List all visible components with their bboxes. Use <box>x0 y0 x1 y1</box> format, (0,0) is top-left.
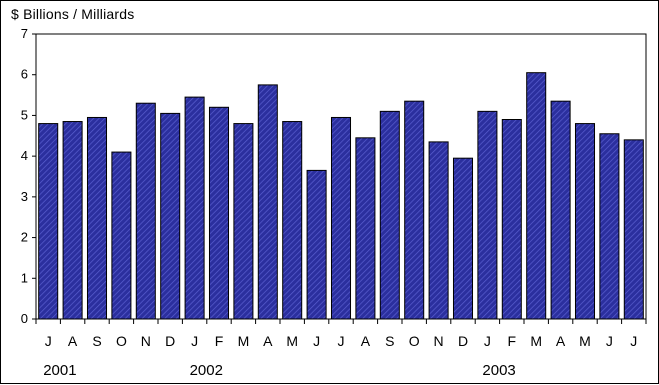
x-tick-label: J <box>191 333 198 349</box>
x-tick-label: J <box>630 333 637 349</box>
x-tick-label: J <box>338 333 345 349</box>
bar <box>62 121 83 320</box>
bar <box>550 100 571 320</box>
bar <box>282 121 303 320</box>
x-tick-label: S <box>385 333 394 349</box>
bar <box>184 96 205 320</box>
bar <box>86 116 108 320</box>
x-tick-label: D <box>165 333 175 349</box>
x-tick-label: F <box>215 333 224 349</box>
x-tick-label: M <box>238 333 250 349</box>
bar <box>208 106 230 320</box>
bar <box>599 133 620 320</box>
bar <box>330 116 352 320</box>
bar <box>38 123 59 320</box>
y-axis-unit-label: $ Billions / Milliards <box>11 6 135 22</box>
bar <box>526 72 547 320</box>
y-tick-label: 5 <box>21 107 28 122</box>
x-tick-label: O <box>116 333 127 349</box>
bar <box>135 102 156 320</box>
x-tick-label: A <box>68 333 78 349</box>
x-tick-label: N <box>434 333 444 349</box>
x-tick-label: F <box>508 333 517 349</box>
bar <box>306 169 327 320</box>
bar <box>574 123 596 320</box>
y-tick-label: 1 <box>21 270 28 285</box>
x-tick-label: J <box>45 333 52 349</box>
bar <box>623 139 644 320</box>
bar <box>428 141 449 320</box>
x-tick-label: M <box>579 333 591 349</box>
bar <box>160 112 181 320</box>
x-tick-label: M <box>530 333 542 349</box>
x-tick-label: J <box>606 333 613 349</box>
bar <box>111 151 132 320</box>
bar <box>452 157 474 320</box>
y-tick-label: 7 <box>21 26 28 41</box>
year-label: 2002 <box>190 362 223 379</box>
y-tick-label: 2 <box>21 230 28 245</box>
bar <box>233 123 254 320</box>
bar <box>404 100 425 320</box>
x-tick-label: A <box>263 333 273 349</box>
bar <box>379 110 400 320</box>
x-tick-label: A <box>361 333 371 349</box>
x-tick-label: N <box>141 333 151 349</box>
x-tick-label: J <box>484 333 491 349</box>
x-tick-label: M <box>286 333 298 349</box>
bar <box>477 110 498 320</box>
x-tick-label: D <box>458 333 468 349</box>
y-tick-label: 4 <box>21 148 28 163</box>
x-tick-label: S <box>92 333 101 349</box>
year-label: 2001 <box>43 362 76 379</box>
y-tick-label: 3 <box>21 189 28 204</box>
bar <box>355 137 376 320</box>
x-tick-label: O <box>409 333 420 349</box>
y-tick-label: 6 <box>21 67 28 82</box>
x-tick-label: J <box>313 333 320 349</box>
year-label: 2003 <box>482 362 515 379</box>
x-tick-label: A <box>556 333 566 349</box>
bar <box>501 119 522 320</box>
y-tick-label: 0 <box>21 311 28 326</box>
bar <box>257 84 278 320</box>
